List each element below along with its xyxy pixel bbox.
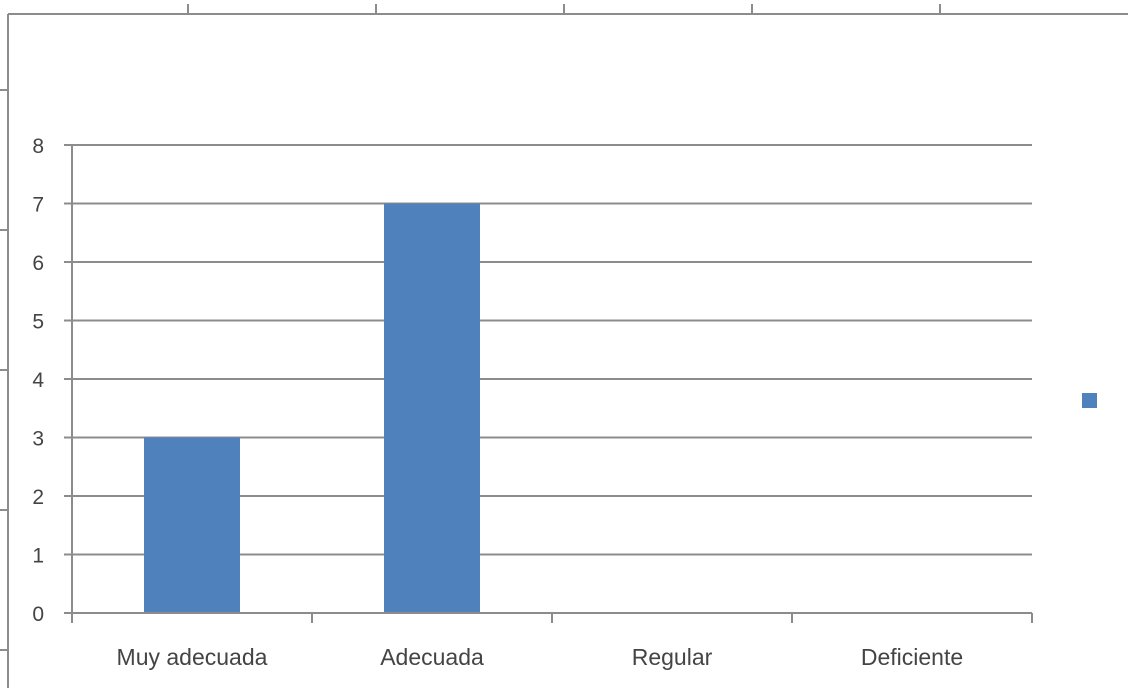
y-tick-label: 7 — [32, 194, 44, 217]
x-tick-label: Adecuada — [380, 644, 484, 670]
chart-outer-border — [0, 4, 1128, 688]
y-tick-label: 6 — [32, 252, 44, 275]
legend — [1082, 393, 1097, 408]
y-tick-label: 5 — [32, 311, 44, 334]
x-tick-label: Deficiente — [861, 644, 963, 670]
bars — [144, 203, 480, 613]
x-tick-label: Muy adecuada — [117, 644, 268, 670]
y-tick-label: 8 — [32, 135, 44, 158]
bar-adecuada — [384, 203, 480, 613]
y-tick-label: 2 — [32, 486, 44, 509]
x-axis-tick-labels: Muy adecuada Adecuada Regular Deficiente — [117, 644, 964, 670]
bar-muy-adecuada — [144, 437, 240, 613]
y-tick-label: 0 — [32, 603, 44, 626]
legend-marker — [1082, 393, 1097, 408]
y-axis-tick-labels: 0 1 2 3 4 5 6 7 8 — [32, 135, 44, 626]
x-tick-label: Regular — [632, 644, 713, 670]
y-tick-label: 4 — [32, 369, 44, 392]
y-tick-label: 3 — [32, 428, 44, 451]
y-tick-label: 1 — [32, 545, 44, 568]
axes — [64, 144, 1033, 623]
